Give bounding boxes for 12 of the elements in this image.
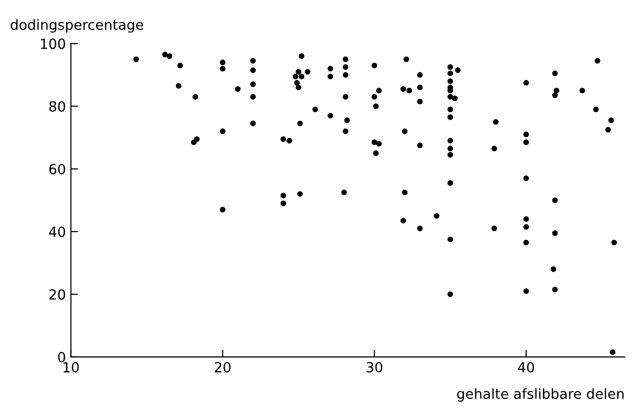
y-axis-title: dodingspercentage <box>10 19 144 33</box>
y-tick-label: 80 <box>49 101 66 112</box>
x-tick-label: 20 <box>214 362 231 373</box>
x-tick-label: 40 <box>518 362 534 373</box>
y-tick-label: 40 <box>49 226 66 238</box>
y-tick-label: 20 <box>49 289 66 300</box>
y-tick-label: 100 <box>41 38 66 50</box>
x-tick-label: 30 <box>366 362 382 373</box>
x-tick-label: 10 <box>64 362 79 373</box>
y-tick-label: 60 <box>49 164 66 174</box>
y-tick-label: 0 <box>58 352 66 362</box>
x-axis-title: gehalte afslibbare delen <box>457 388 624 402</box>
